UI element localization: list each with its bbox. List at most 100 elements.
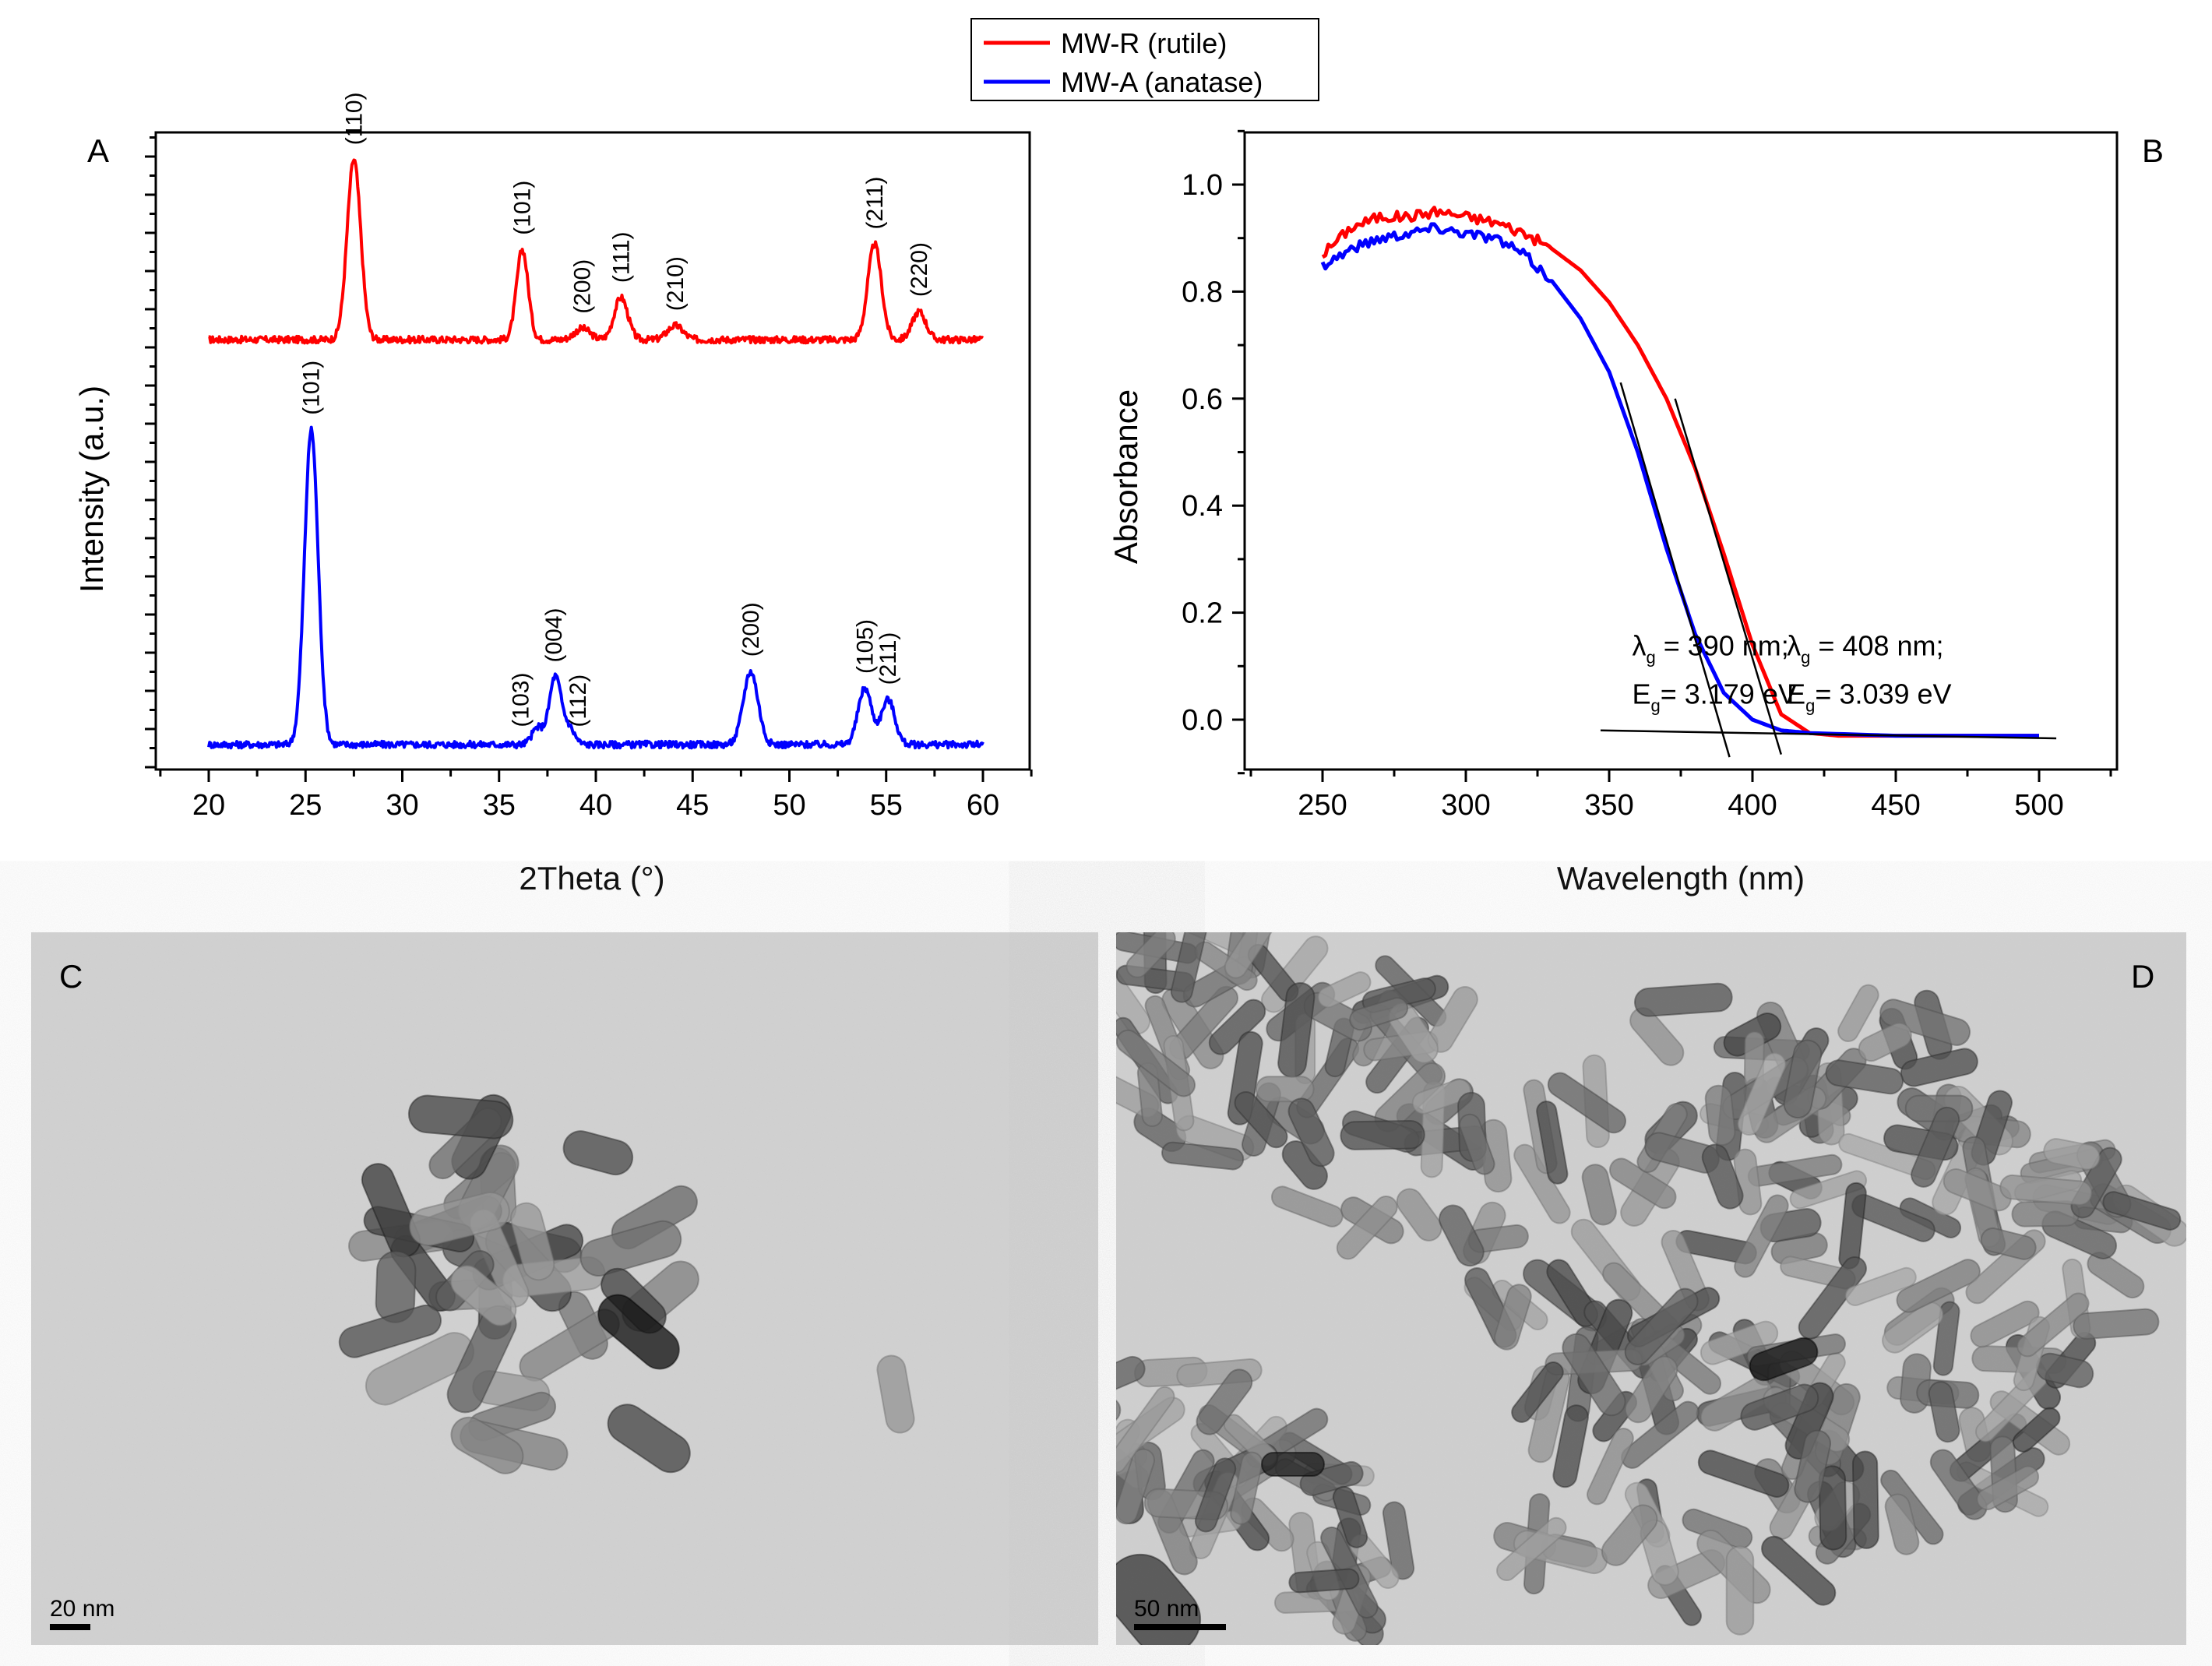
nanorod xyxy=(1332,1485,1368,1548)
panel-a-peak-label: (111) xyxy=(608,232,634,284)
panel-b-series-anatase xyxy=(1320,222,2039,738)
nanorod xyxy=(1581,1164,1617,1226)
nanorod xyxy=(2012,1407,2061,1453)
nanorod xyxy=(1317,971,1372,1009)
nanorod xyxy=(1586,1428,1634,1506)
nanorod xyxy=(1609,1157,1677,1210)
panel-a-peak-label: (110) xyxy=(341,92,367,145)
panel-b-y-tick-label: 1.0 xyxy=(1182,169,1223,202)
nanorod xyxy=(407,1094,514,1139)
panel-a-x-axis-label: 2Theta (°) xyxy=(519,860,664,896)
nanorod xyxy=(1601,1504,1658,1566)
nanorod xyxy=(1116,1355,1146,1406)
panel-b-x-tick-label: 250 xyxy=(1298,789,1347,822)
nanorod xyxy=(1737,1052,1787,1136)
nanorod xyxy=(1999,1174,2093,1206)
panel-c-scale-bar xyxy=(50,1624,90,1630)
nanorod xyxy=(1704,1084,1736,1146)
panel-b-y-tick-label: 0.2 xyxy=(1182,597,1223,630)
panel-c-scale-label: 20 nm xyxy=(50,1596,114,1622)
panel-b-x-ticks: 250 300 350 400 450 500 xyxy=(1249,770,2112,822)
nanorod xyxy=(1697,1449,1790,1498)
nanorod xyxy=(1287,1097,1335,1168)
legend: MW-R (rutile) MW-A (anatase) xyxy=(970,18,1319,101)
panel-a-x-tick-label: 35 xyxy=(483,789,516,822)
nanorod xyxy=(1299,1460,1364,1496)
nanorod xyxy=(1818,1465,1847,1551)
panel-d-scale-bar xyxy=(1134,1624,1226,1630)
nanorod xyxy=(1943,1168,2012,1212)
nanorod xyxy=(1858,1022,1912,1062)
nanorod xyxy=(450,1416,524,1474)
nanorod xyxy=(1161,1141,1245,1171)
nanorod xyxy=(1459,1113,1495,1175)
nanorod xyxy=(2073,1308,2160,1340)
panel-a-series-anatase xyxy=(207,425,984,750)
nanorod xyxy=(1851,1450,1879,1549)
nanorod xyxy=(1700,1320,1779,1365)
nanorod xyxy=(1230,1451,1263,1525)
panel-a-x-tick-label: 20 xyxy=(192,789,225,822)
nanorod xyxy=(509,1202,555,1281)
nanorod xyxy=(2087,1252,2145,1299)
nanorod xyxy=(1783,1039,1823,1119)
nanorod xyxy=(1896,1259,1981,1313)
panel-b-frame xyxy=(1243,131,2119,771)
nanorod xyxy=(1789,1170,1868,1210)
panel-b-chart: B 250 300 350 400 450 500 0.00.20.40.60.81.0 … xyxy=(1108,129,2164,896)
panel-b-series xyxy=(1320,206,2039,738)
nanorod xyxy=(450,1265,517,1326)
panel-a-peak-label: (101) xyxy=(510,181,536,235)
panel-a-frame xyxy=(154,131,1031,771)
nanorod xyxy=(1552,1404,1589,1488)
panel-a-x-ticks: 20 25 30 35 40 45 50 55 60 xyxy=(159,770,1033,822)
panel-a-x-tick-label: 40 xyxy=(579,789,612,822)
nanorod xyxy=(1879,999,1971,1046)
panel-a-letter: A xyxy=(87,132,109,169)
nanorod xyxy=(1196,1368,1253,1435)
nanorod xyxy=(1116,1448,1155,1525)
nanorod xyxy=(1884,1493,1920,1555)
panel-a-x-tick-label: 55 xyxy=(870,789,903,822)
nanorod xyxy=(1837,984,1879,1042)
panel-b-series-rutile xyxy=(1321,206,2039,738)
panel-b-tangent-lines xyxy=(1600,382,2057,758)
panel-b-x-tick-label: 450 xyxy=(1871,789,1920,822)
nanorod xyxy=(1336,1195,1398,1260)
panel-a-peak-label: (200) xyxy=(738,602,764,657)
nanorod xyxy=(361,1163,421,1258)
nanorod xyxy=(1701,1143,1744,1210)
nanorod xyxy=(1970,1300,2040,1348)
nanorod xyxy=(1882,1301,1944,1354)
nanorod xyxy=(1116,1395,1122,1425)
nanorod xyxy=(1234,1090,1288,1149)
nanorod xyxy=(1794,1429,1831,1503)
nanorod xyxy=(607,1404,691,1474)
panel-a-x-tick-label: 45 xyxy=(676,789,709,822)
panel-b-annotations: λg = 390 nm; Eg= 3.179 eV λg = 408 nm; Eg= … xyxy=(1632,630,1951,716)
panel-b-y-tick-label: 0.6 xyxy=(1182,383,1223,416)
nanorod xyxy=(1734,1194,1789,1278)
panel-a-x-tick-label: 60 xyxy=(967,789,999,822)
panel-a-chart: A 20 25 30 35 40 45 50 55 60 (110) (101) (200) (111… xyxy=(73,92,1033,896)
panel-b-tangent-baseline xyxy=(1600,729,2057,740)
nanorod xyxy=(876,1354,915,1434)
panel-a-peak-label: (211) xyxy=(862,177,888,230)
nanorod xyxy=(1116,966,1151,1035)
nanorod xyxy=(2011,1200,2080,1227)
panel-c-tem-image: C 20 nm xyxy=(31,932,1098,1645)
panel-b-y-axis-label: Absorbance xyxy=(1108,389,1144,564)
nanorod xyxy=(1194,1457,1237,1533)
panel-b-x-tick-label: 500 xyxy=(2014,789,2063,822)
nanorod xyxy=(1844,1266,1917,1306)
panel-a-peak-labels: (110) (101) (200) (111) (210) (211) (220) (101)… xyxy=(299,92,932,727)
panel-a-peak-label: (200) xyxy=(570,259,596,314)
panel-a-series-rutile xyxy=(208,158,984,345)
panel-a-y-axis-label: Intensity (a.u.) xyxy=(73,386,110,593)
nanorod xyxy=(1928,1381,1960,1443)
nanorod xyxy=(1224,932,1287,979)
nanorod xyxy=(1116,1029,1196,1097)
nanorod xyxy=(1349,997,1409,1031)
nanorod xyxy=(1439,1204,1485,1267)
